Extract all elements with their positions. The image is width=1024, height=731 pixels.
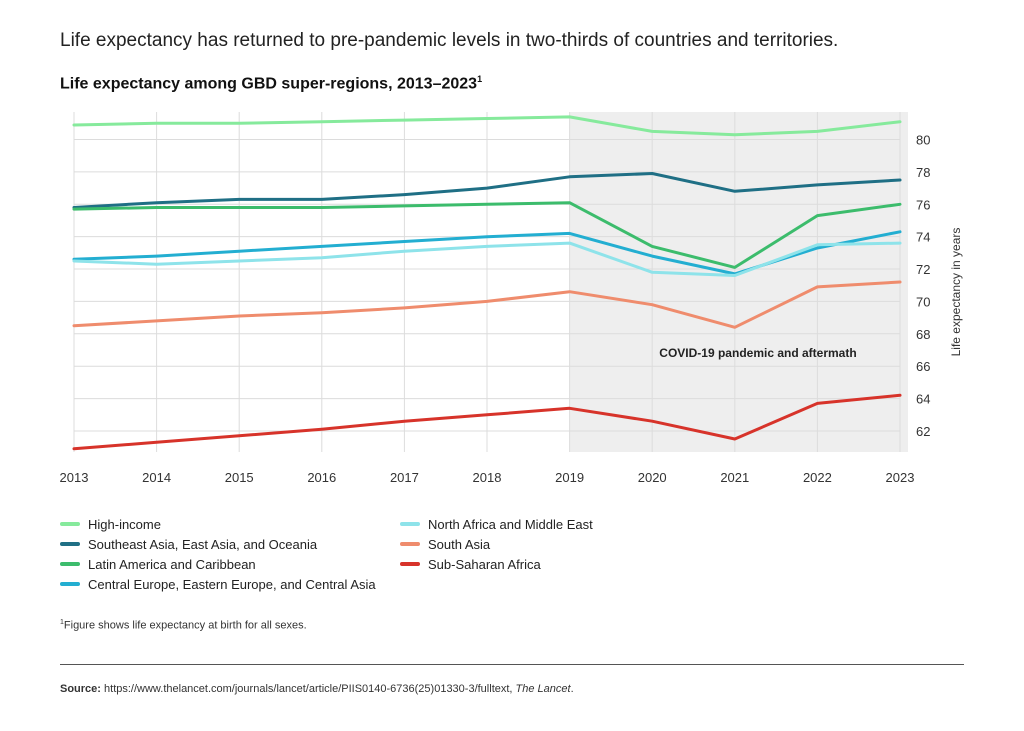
y-tick-label-66: 66 [916,359,930,374]
x-tick-label-2023: 2023 [886,470,915,485]
series-line-north-africa-and-middle-east [72,241,902,277]
legend-label: North Africa and Middle East [428,516,593,532]
legend-column-1: High-income Southeast Asia, East Asia, an… [60,514,376,594]
line-chart: COVID-19 pandemic and aftermath 2013 2014 2… [60,112,963,485]
legend-item-high-income: High-income [60,514,376,534]
legend-item-sub-saharan-africa: Sub-Saharan Africa [400,554,593,574]
legend-item-central-europe-eastern-europe-and-central-asia: Central Europe, Eastern Europe, and Cent… [60,574,376,594]
series-line-high-income [72,115,902,137]
source-label: Source: [60,683,101,695]
x-tick-label-2017: 2017 [390,470,419,485]
footnote-text: Figure shows life expectancy at birth fo… [63,619,307,632]
legend-swatch [400,522,420,526]
y-tick-label-68: 68 [916,327,930,342]
legend-item-southeast-asia-east-asia-and-oceania: Southeast Asia, East Asia, and Oceania [60,534,376,554]
y-tick-label-70: 70 [916,294,930,309]
y-tick-label-78: 78 [916,165,930,180]
divider [60,664,964,665]
chart-title: Life expectancy among GBD super-regions,… [60,74,482,93]
x-tick-label-2020: 2020 [638,470,667,485]
legend-swatch [400,542,420,546]
x-tick-label-2014: 2014 [142,470,171,485]
y-tick-label-76: 76 [916,197,930,212]
chart-title-footnote-marker: 1 [477,74,483,84]
y-tick-label-80: 80 [916,133,930,148]
x-tick-label-2016: 2016 [307,470,336,485]
footnote: 1Figure shows life expectancy at birth f… [60,619,307,632]
chart-title-text: Life expectancy among GBD super-regions,… [60,75,478,93]
legend-swatch [60,522,80,526]
y-tick-label-64: 64 [916,392,930,407]
legend-swatch [60,562,80,566]
y-tick-label-72: 72 [916,262,930,277]
y-axis-label: Life expectancy in years [949,228,963,357]
series-line-southeast-asia-east-asia-and-oceania [72,172,902,209]
x-tick-label-2015: 2015 [225,470,254,485]
legend-swatch [60,582,80,586]
x-tick-label-2021: 2021 [720,470,749,485]
legend-label: Latin America and Caribbean [88,556,256,572]
source-end: . [570,683,574,695]
covid-shaded-region [569,112,908,452]
source-url[interactable]: https://www.thelancet.com/journals/lance… [104,683,513,695]
legend-swatch [400,562,420,566]
legend-label: South Asia [428,536,491,552]
y-tick-label-62: 62 [916,424,930,439]
legend-item-latin-america-and-caribbean: Latin America and Caribbean [60,554,376,574]
series-line-south-asia [72,280,902,329]
shaded-region-label: COVID-19 pandemic and aftermath [659,346,856,360]
legend-label: Sub-Saharan Africa [428,556,541,572]
series-line-sub-saharan-africa [72,393,902,451]
legend-label: High-income [88,516,161,532]
headline: Life expectancy has returned to pre-pand… [60,30,839,51]
x-tick-label-2019: 2019 [555,470,584,485]
legend-label: Central Europe, Eastern Europe, and Cent… [88,576,376,592]
legend-item-north-africa-and-middle-east: North Africa and Middle East [400,514,593,534]
source-line: Source: https://www.thelancet.com/journa… [60,683,574,695]
legend-column-2: North Africa and Middle East South Asia Su… [400,514,593,574]
source-publication: The Lancet [515,683,571,695]
x-tick-label-2013: 2013 [60,470,89,485]
series-line-latin-america-and-caribbean [72,201,902,269]
footnote-marker: 1 [60,619,64,626]
legend-label: Southeast Asia, East Asia, and Oceania [88,536,318,552]
x-tick-label-2022: 2022 [803,470,832,485]
x-tick-label-2018: 2018 [473,470,502,485]
legend-swatch [60,542,80,546]
legend-item-south-asia: South Asia [400,534,593,554]
y-tick-label-74: 74 [916,230,930,245]
